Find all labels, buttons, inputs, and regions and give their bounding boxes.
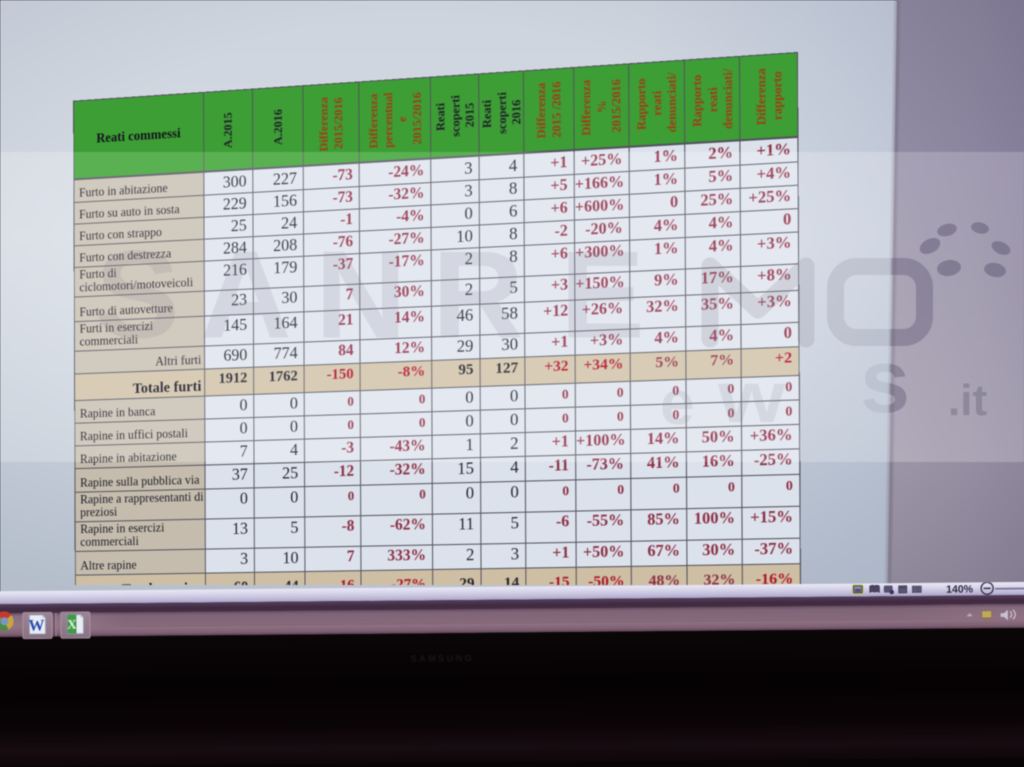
svg-text:W: W [28, 617, 44, 634]
svg-text:X: X [67, 617, 77, 632]
